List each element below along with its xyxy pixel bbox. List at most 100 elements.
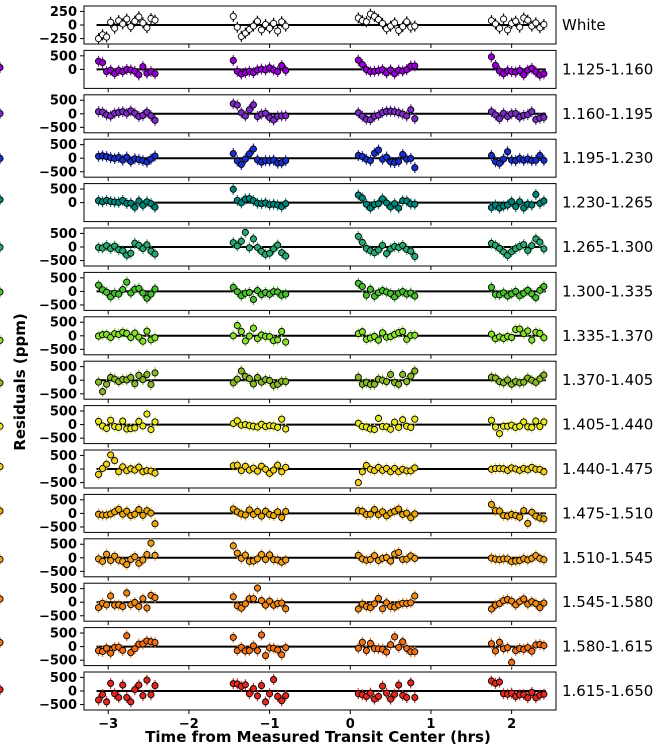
data-point xyxy=(383,648,391,656)
y-tick-label: 500 xyxy=(50,671,77,686)
data-point xyxy=(103,698,111,706)
data-point xyxy=(253,647,262,655)
data-point xyxy=(516,422,524,430)
data-point xyxy=(135,71,143,79)
data-point xyxy=(151,638,159,647)
data-point xyxy=(123,153,131,161)
data-point xyxy=(147,691,155,699)
data-point xyxy=(119,417,127,425)
data-point xyxy=(532,190,540,199)
data-point xyxy=(0,463,4,471)
band-label: 1.125-1.160 xyxy=(562,60,653,78)
data-point xyxy=(282,425,290,433)
data-point xyxy=(143,241,151,249)
data-point xyxy=(411,510,419,518)
data-point xyxy=(282,692,290,700)
band-label: 1.230-1.265 xyxy=(562,194,653,212)
data-point xyxy=(119,247,127,255)
data-point xyxy=(407,247,415,255)
data-point xyxy=(500,155,508,163)
data-point xyxy=(512,287,520,295)
data-point xyxy=(508,333,516,341)
data-point xyxy=(358,328,366,336)
y-tick-label: 500 xyxy=(50,360,77,375)
data-point xyxy=(387,695,395,703)
data-point xyxy=(131,686,139,694)
y-tick-label: −500 xyxy=(39,254,77,269)
data-point xyxy=(540,156,548,164)
data-point xyxy=(131,380,139,388)
data-point xyxy=(229,593,237,601)
x-tick-label: 0 xyxy=(346,717,355,732)
band-label: 1.335-1.370 xyxy=(562,327,653,345)
y-tick-label: 0 xyxy=(68,463,77,478)
data-point xyxy=(491,61,500,69)
data-point xyxy=(237,327,245,336)
data-point xyxy=(111,24,119,32)
y-tick-label: 0 xyxy=(68,685,77,700)
data-point xyxy=(249,101,257,109)
y-tick-label: 500 xyxy=(50,49,77,64)
data-point xyxy=(395,681,403,689)
data-point xyxy=(366,689,374,697)
data-point xyxy=(524,519,532,527)
data-point xyxy=(374,336,383,344)
data-point xyxy=(94,604,103,612)
data-point xyxy=(370,506,379,514)
data-point xyxy=(378,329,387,337)
data-point xyxy=(374,594,383,602)
data-point xyxy=(257,682,266,690)
data-point xyxy=(540,197,548,205)
data-point xyxy=(151,70,159,78)
data-point xyxy=(147,539,155,547)
data-point xyxy=(370,600,379,608)
data-point xyxy=(411,648,419,656)
data-point xyxy=(123,693,131,702)
data-point xyxy=(528,201,536,209)
y-axis-label: Residuals (ppm) xyxy=(11,313,29,450)
data-point xyxy=(270,676,278,684)
data-point xyxy=(245,647,253,655)
data-point xyxy=(278,18,286,26)
data-point xyxy=(270,466,278,474)
data-point xyxy=(399,370,407,379)
y-tick-label: −500 xyxy=(39,432,77,447)
data-point xyxy=(524,246,532,255)
y-tick-label: 0 xyxy=(68,596,77,611)
data-point xyxy=(245,106,253,114)
data-point xyxy=(257,26,266,34)
x-tick-label: −2 xyxy=(179,717,199,732)
data-point xyxy=(407,679,415,687)
band-label: 1.510-1.545 xyxy=(562,549,653,567)
data-point xyxy=(94,281,103,289)
data-point xyxy=(151,250,159,258)
y-tick-label: 0 xyxy=(68,107,77,122)
y-tick-label: −500 xyxy=(39,565,77,580)
data-point xyxy=(233,321,241,330)
data-point xyxy=(151,116,159,124)
data-point xyxy=(495,507,504,515)
data-point xyxy=(241,228,249,236)
data-point xyxy=(245,244,253,252)
band-label: 1.300-1.335 xyxy=(562,282,653,300)
data-point xyxy=(354,56,362,64)
data-point xyxy=(540,20,548,29)
data-point xyxy=(540,641,548,650)
data-point xyxy=(403,693,411,702)
data-point xyxy=(229,542,237,550)
data-point xyxy=(411,164,419,172)
data-point xyxy=(374,414,383,422)
band-label: 1.370-1.405 xyxy=(562,371,653,389)
data-point xyxy=(135,284,143,292)
data-point xyxy=(131,553,139,561)
data-point xyxy=(0,379,4,387)
y-tick-label: −500 xyxy=(39,121,77,136)
data-point xyxy=(540,468,548,476)
data-point xyxy=(387,370,395,379)
data-point xyxy=(512,203,520,211)
data-point xyxy=(399,23,407,31)
data-point xyxy=(229,633,237,641)
data-point xyxy=(233,417,241,425)
